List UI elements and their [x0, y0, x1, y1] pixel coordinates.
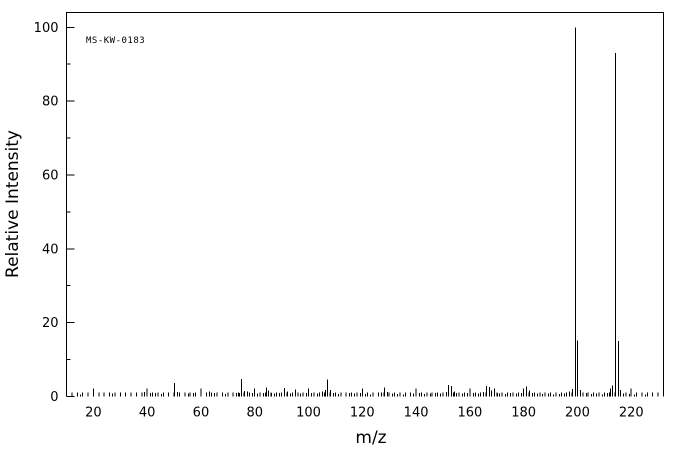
y-axis-tick-labels: 0 20 40 60 80 100	[34, 21, 59, 405]
x-tick-label: 20	[85, 406, 102, 421]
x-tick-label: 80	[246, 406, 263, 421]
x-tick-label: 60	[193, 406, 210, 421]
y-tick-label: 80	[42, 95, 59, 110]
x-axis-title: m/z	[355, 428, 386, 448]
spectrum-id-label: MS-KW-0183	[86, 36, 145, 46]
y-tick-label: 0	[50, 390, 58, 405]
y-tick-label: 100	[34, 21, 59, 36]
y-axis-title: Relative Intensity	[3, 130, 23, 278]
x-tick-label: 40	[139, 406, 156, 421]
x-tick-label: 100	[296, 406, 321, 421]
y-axis-ticks	[66, 26, 75, 397]
x-tick-label: 140	[404, 406, 429, 421]
y-tick-label: 20	[42, 316, 59, 331]
x-tick-label: 160	[457, 406, 482, 421]
y-tick-label: 60	[42, 168, 59, 183]
x-tick-label: 220	[619, 406, 644, 421]
x-tick-label: 120	[350, 406, 375, 421]
x-tick-label: 200	[565, 406, 590, 421]
plot-frame	[66, 12, 664, 397]
x-tick-label: 180	[511, 406, 536, 421]
x-axis-tick-labels: 20 40 60 80 100 120 140 160 180 200 220	[85, 406, 644, 421]
y-tick-label: 40	[42, 242, 59, 257]
spectrum-peaks	[80, 27, 646, 397]
